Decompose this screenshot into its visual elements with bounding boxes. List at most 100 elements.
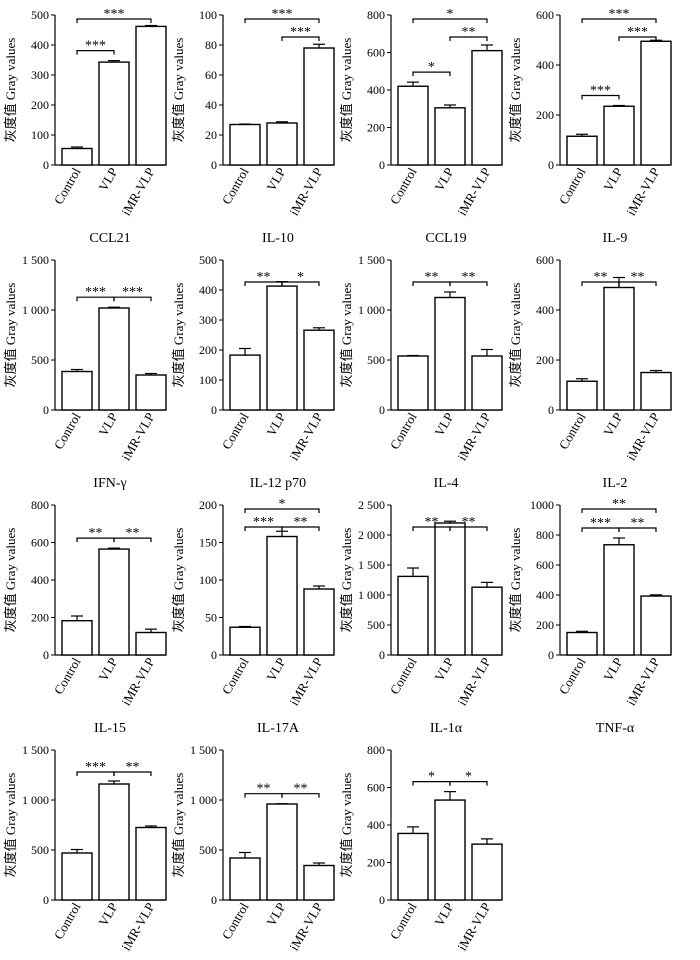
significance-bracket	[113, 296, 152, 302]
y-tick-label: 500	[367, 353, 385, 367]
y-tick-label: 1 000	[22, 303, 49, 317]
y-tick-label: 1000	[530, 498, 554, 512]
significance-bracket	[76, 18, 152, 23]
chart-panel-3: 0 200 400 600 800 灰度值 Gray values Control VLPiM…	[339, 7, 503, 246]
y-tick-label: 200	[199, 343, 217, 357]
y-tick-label: 800	[367, 8, 385, 22]
y-tick-label: 0	[211, 158, 217, 172]
significance-label: **	[294, 515, 308, 530]
y-tick-label: 0	[43, 648, 49, 662]
y-tick-label: 600	[367, 781, 385, 795]
bar-control	[61, 619, 93, 656]
significance-label: **	[462, 25, 476, 40]
y-tick-label: 40	[205, 98, 217, 112]
chart-panel-2: 0 20 40 60 80 100 灰度值 Gray values Control VLPiMR…	[171, 7, 335, 246]
chart-title: IL-12 p70	[250, 476, 306, 491]
category-label: Control	[556, 655, 589, 697]
y-tick-label: 0	[211, 403, 217, 417]
chart-panel-13: 0 500 1 000 1 500 灰度值 Gray values Control VLPi…	[3, 743, 167, 953]
y-tick-label: 400	[536, 303, 554, 317]
significance-label: **	[462, 515, 476, 530]
significance-bracket	[449, 281, 488, 286]
y-tick-label: 1 500	[358, 558, 385, 572]
y-tick-label: 500	[31, 353, 49, 367]
bar-vlp	[266, 285, 298, 411]
y-tick-label: 300	[199, 313, 217, 327]
bar-imr-vlp	[135, 826, 167, 901]
bar-vlp	[603, 105, 635, 166]
y-tick-label: 1 000	[358, 303, 385, 317]
significance-label: ***	[85, 760, 106, 775]
chart-title: CCL19	[425, 231, 466, 246]
significance-label: **	[631, 516, 645, 531]
y-tick-label: 1 000	[190, 793, 217, 807]
significance-label: ***	[85, 285, 106, 300]
y-tick-label: 500	[367, 618, 385, 632]
y-axis-label: 灰度值 Gray values	[3, 773, 18, 878]
y-tick-label: 400	[199, 283, 217, 297]
bar-control	[229, 354, 261, 411]
significance-label: **	[126, 526, 140, 541]
y-tick-label: 100	[199, 573, 217, 587]
y-tick-label: 1 500	[190, 743, 217, 757]
category-label: Control	[51, 655, 84, 697]
y-tick-label: 600	[536, 253, 554, 267]
significance-label: **	[257, 782, 271, 797]
category-label: Control	[219, 410, 252, 452]
y-tick-label: 50	[205, 611, 217, 625]
significance-bracket	[281, 281, 320, 286]
y-tick-label: 200	[536, 353, 554, 367]
significance-label: **	[126, 760, 140, 775]
category-label: Control	[219, 900, 252, 942]
bar-control	[229, 123, 261, 166]
chart-panel-5: 0 500 1 000 1 500 灰度值 Gray values Control VLPi…	[3, 253, 167, 491]
significance-label: **	[425, 270, 439, 285]
bar-vlp	[434, 522, 466, 656]
y-tick-label: 2 500	[358, 498, 385, 512]
bar-control	[397, 832, 429, 901]
category-label: VLP	[95, 410, 120, 439]
chart-title: IL-9	[603, 231, 628, 246]
y-tick-label: 800	[536, 528, 554, 542]
category-label: Control	[556, 165, 589, 207]
y-tick-label: 200	[536, 618, 554, 632]
y-tick-label: 400	[367, 818, 385, 832]
bar-control	[566, 135, 598, 166]
y-tick-label: 200	[31, 611, 49, 625]
category-label: iMR-VLP	[118, 655, 157, 708]
significance-label: *	[428, 60, 435, 75]
significance-bracket	[412, 18, 488, 23]
category-label: VLP	[263, 410, 288, 439]
category-label: Control	[219, 655, 252, 697]
bar-imr-vlp	[471, 843, 503, 901]
y-axis-label: 灰度值 Gray values	[171, 773, 186, 878]
y-tick-label: 800	[367, 743, 385, 757]
y-axis-label: 灰度值 Gray values	[508, 38, 523, 143]
bar-imr-vlp	[471, 49, 503, 166]
y-axis-label: 灰度值 Gray values	[339, 528, 354, 633]
significance-label: ***	[290, 25, 311, 40]
chart-title: IL-1α	[430, 721, 463, 736]
chart-panel-11: 0 500 1 000 1 500 2 000 2 500 灰度值 Gray values C…	[339, 498, 503, 736]
y-tick-label: 0	[211, 648, 217, 662]
significance-bracket	[113, 537, 152, 543]
bar-imr-vlp	[135, 374, 167, 411]
y-tick-label: 150	[199, 536, 217, 550]
category-label: Control	[51, 165, 84, 207]
y-tick-label: 20	[205, 128, 217, 142]
chart-title: IL-10	[262, 231, 294, 246]
significance-label: **	[631, 270, 645, 285]
y-tick-label: 0	[379, 648, 385, 662]
bar-vlp	[434, 296, 466, 411]
y-tick-label: 100	[31, 128, 49, 142]
bar-control	[61, 370, 93, 411]
bar-vlp	[98, 783, 130, 901]
significance-label: ***	[122, 285, 143, 300]
chart-panel-7: 0 500 1 000 1 500 灰度值 Gray values Control VLPi…	[339, 253, 503, 491]
bar-vlp	[266, 535, 298, 656]
significance-label: **	[594, 270, 608, 285]
y-tick-label: 100	[199, 8, 217, 22]
significance-bracket	[449, 781, 488, 786]
significance-bracket	[281, 526, 320, 531]
